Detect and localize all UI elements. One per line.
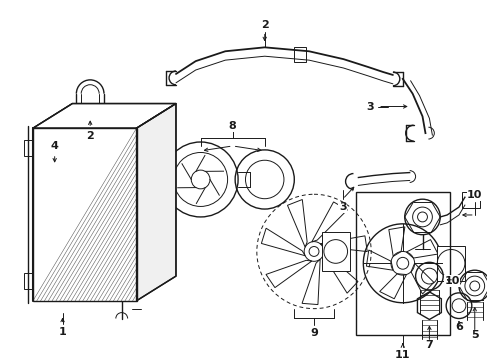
Text: 2: 2 xyxy=(261,20,269,30)
Text: 10: 10 xyxy=(467,190,483,200)
Text: 6: 6 xyxy=(455,323,463,332)
Text: 5: 5 xyxy=(471,330,479,340)
Bar xyxy=(24,273,33,289)
Bar xyxy=(462,192,480,208)
Text: 2: 2 xyxy=(86,131,94,141)
Bar xyxy=(437,246,465,281)
Polygon shape xyxy=(137,104,176,301)
Text: 3: 3 xyxy=(367,102,374,112)
Text: 1: 1 xyxy=(59,327,67,337)
Polygon shape xyxy=(33,104,176,128)
Bar xyxy=(24,140,33,156)
Text: 11: 11 xyxy=(395,350,411,360)
Text: 8: 8 xyxy=(229,121,237,131)
Bar xyxy=(149,159,163,200)
Text: 7: 7 xyxy=(425,340,433,350)
Text: 9: 9 xyxy=(310,328,318,338)
Bar xyxy=(322,232,349,271)
Bar xyxy=(294,47,306,62)
Text: 10: 10 xyxy=(444,276,460,286)
Bar xyxy=(33,128,137,301)
Text: 4: 4 xyxy=(51,141,59,151)
Text: 3: 3 xyxy=(339,202,346,212)
